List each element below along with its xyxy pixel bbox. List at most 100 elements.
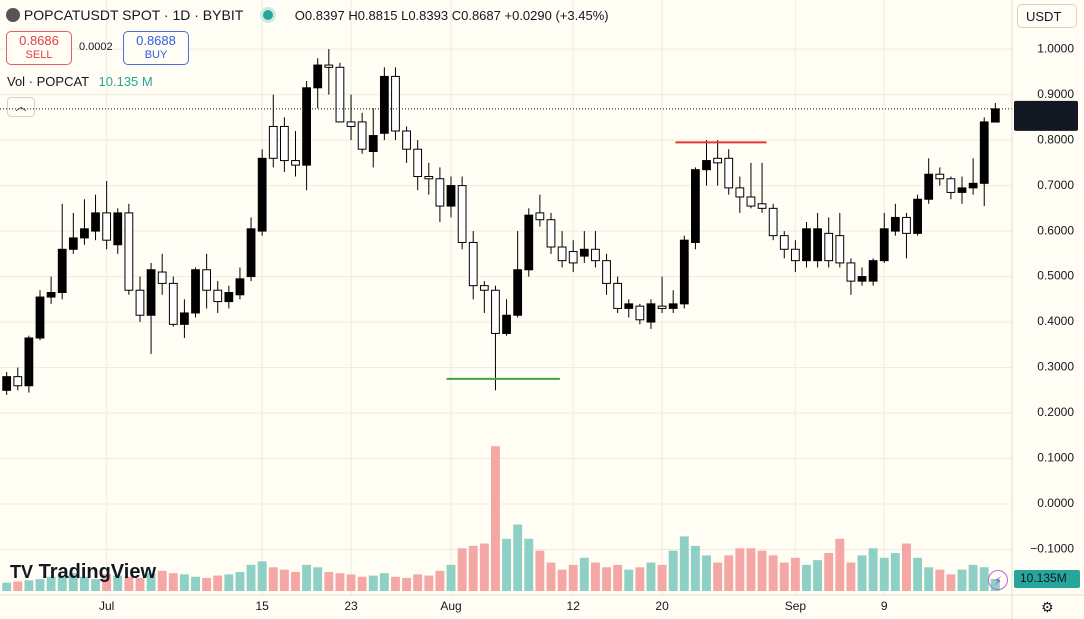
volume-bar <box>457 548 467 591</box>
y-tick-label: 0.6000 <box>1037 223 1074 237</box>
change: +0.0290 (+3.45%) <box>504 8 609 23</box>
o-value: 0.8397 <box>304 8 345 23</box>
alert-icon[interactable]: ⚡ <box>988 570 1008 590</box>
candle-body <box>535 212 545 221</box>
candle-body <box>868 260 878 282</box>
volume-bar <box>635 567 645 591</box>
volume-bar <box>168 573 178 591</box>
volume-bar <box>857 555 867 591</box>
x-tick-label: 12 <box>567 599 581 613</box>
candle-body <box>579 248 589 257</box>
candle-body <box>557 246 567 262</box>
volume-bar <box>979 567 989 591</box>
candle-body <box>957 187 967 193</box>
candle-body <box>935 173 945 180</box>
volume-bar <box>368 575 378 591</box>
volume-bar <box>324 572 334 591</box>
c-label: C <box>451 8 462 23</box>
y-tick-label: 0.4000 <box>1037 314 1074 328</box>
y-tick-label: 1.0000 <box>1037 41 1074 55</box>
candle-body <box>802 228 811 262</box>
volume-badge-label: 10.135M <box>1020 571 1067 585</box>
sell-price: 0.8686 <box>19 33 59 48</box>
volume-bar <box>2 582 12 591</box>
candle-body <box>346 121 356 127</box>
x-tick-label: 15 <box>255 599 269 613</box>
volume-bar <box>357 576 367 591</box>
volume-bar <box>268 567 278 591</box>
sell-button[interactable]: 0.8686 SELL <box>6 31 72 65</box>
candle-body <box>335 66 345 123</box>
volume-bar <box>802 564 811 591</box>
volume-bar <box>179 574 189 591</box>
y-tick-label: 0.1000 <box>1037 451 1074 465</box>
volume-bar <box>246 564 256 591</box>
collapse-button[interactable]: ︿ <box>7 97 35 117</box>
candle-body <box>224 291 234 303</box>
candle-body <box>113 212 123 246</box>
o-label: O <box>294 8 305 23</box>
candle-body <box>102 212 112 241</box>
symbol[interactable]: POPCATUSDT SPOT · 1D · BYBIT <box>23 7 244 23</box>
candle-body <box>502 314 511 334</box>
candle-body <box>202 269 212 291</box>
buy-button[interactable]: 0.8688 BUY <box>123 31 189 65</box>
candle-body <box>924 173 934 200</box>
y-tick-label: 0.9000 <box>1037 87 1074 101</box>
volume-bar <box>602 567 611 591</box>
volume-bar <box>446 564 456 591</box>
candle-body <box>46 291 56 298</box>
l-label: L <box>401 8 409 23</box>
currency-select[interactable]: USDT <box>1017 4 1077 28</box>
y-tick-label: 0.2000 <box>1037 405 1074 419</box>
l-value: 0.8393 <box>408 8 449 23</box>
candle-body <box>735 187 745 198</box>
candle-body <box>146 269 156 316</box>
volume-bar <box>502 538 511 591</box>
volume-bar <box>479 543 489 591</box>
candle-body <box>724 157 734 189</box>
volume-bar <box>302 564 312 591</box>
candle-body <box>157 271 167 284</box>
volume-bar <box>379 573 389 591</box>
candle-body <box>524 214 534 271</box>
volume-bar <box>946 574 956 591</box>
candle-body <box>679 239 689 305</box>
ohlc: O0.8397 H0.8815 L0.8393 C0.8687 +0.0290 … <box>295 8 609 23</box>
candle-body <box>124 212 134 291</box>
volume-bar <box>391 576 400 591</box>
x-tick-label: Sep <box>785 599 807 613</box>
volume-bar <box>491 446 500 591</box>
volume-bar <box>424 575 434 591</box>
candle-body <box>457 185 467 243</box>
brand-logo: TV <box>10 562 34 582</box>
candle-body <box>446 185 456 207</box>
candle-body <box>291 160 300 166</box>
volume-bar <box>224 574 234 591</box>
symbol-icon <box>6 8 20 22</box>
volume-bar <box>646 562 656 591</box>
candle-body <box>691 169 700 243</box>
candle-body <box>324 64 334 68</box>
volume-bar <box>590 562 600 591</box>
volume-bar <box>813 560 823 591</box>
volume-bar <box>768 555 778 591</box>
volume-bar <box>624 569 634 591</box>
last-price-badge <box>1014 100 1078 131</box>
buy-label: BUY <box>144 49 168 61</box>
candle-body <box>602 260 611 284</box>
candle-body <box>91 212 100 232</box>
candle-body <box>313 64 323 89</box>
candle-body <box>257 157 267 232</box>
volume-bar <box>35 579 45 591</box>
candle-body <box>757 203 767 209</box>
volume-bar <box>957 569 967 591</box>
candle-body <box>591 248 600 262</box>
y-tick-label: 0.8000 <box>1037 132 1074 146</box>
spread: 0.0002 <box>79 41 113 53</box>
candle-body <box>657 305 667 309</box>
volume-bar <box>124 576 134 591</box>
volume-bar <box>902 543 911 591</box>
settings-icon[interactable]: ⚙ <box>1041 599 1054 615</box>
